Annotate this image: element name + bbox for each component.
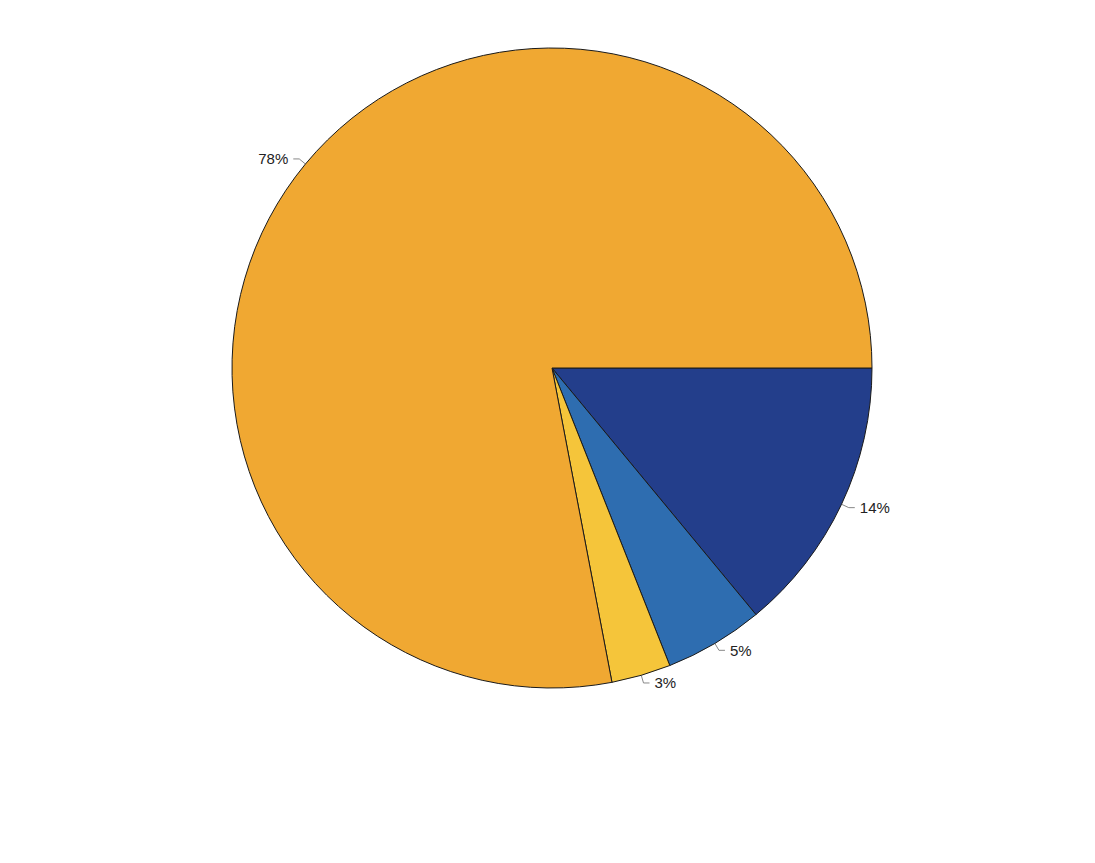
svg-text:14%: 14% <box>860 499 890 516</box>
svg-text:78%: 78% <box>258 150 288 167</box>
svg-text:5%: 5% <box>730 642 752 659</box>
svg-text:3%: 3% <box>655 674 677 691</box>
